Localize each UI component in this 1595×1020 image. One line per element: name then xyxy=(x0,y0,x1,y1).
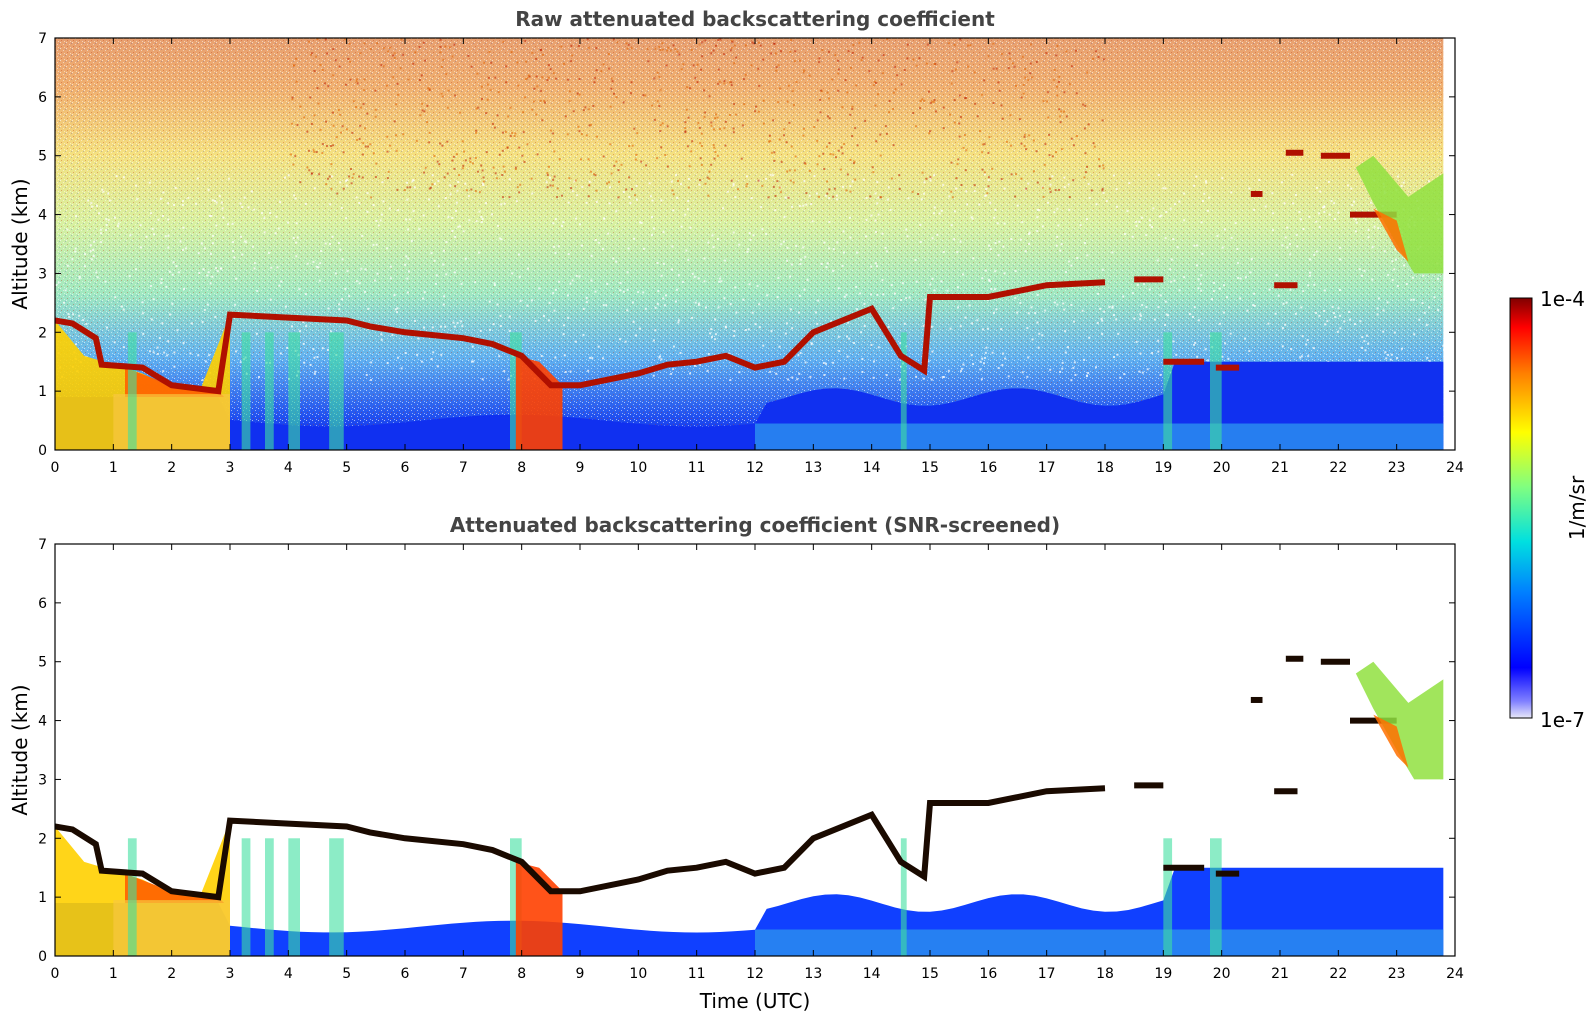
y-tick-label: 7 xyxy=(38,537,47,553)
x-tick-label: 21 xyxy=(1271,966,1289,982)
y-tick-label: 1 xyxy=(38,384,47,400)
x-tick-label: 2 xyxy=(167,460,176,476)
y-tick-label: 2 xyxy=(38,325,47,341)
y-tick-label: 4 xyxy=(38,208,47,224)
x-tick-label: 5 xyxy=(342,460,351,476)
x-tick-label: 7 xyxy=(459,966,468,982)
x-tick-label: 15 xyxy=(921,966,939,982)
panel-2: Attenuated backscattering coefficient (S… xyxy=(8,513,1464,1013)
cloud-layer xyxy=(55,785,1106,901)
x-tick-label: 16 xyxy=(979,966,997,982)
y-tick-label: 4 xyxy=(38,714,47,730)
x-tick-label: 10 xyxy=(629,460,647,476)
heatmap-image xyxy=(55,544,1455,956)
colorbar-max-label: 1e-4 xyxy=(1540,287,1585,311)
x-tick-label: 12 xyxy=(746,460,764,476)
x-tick-label: 8 xyxy=(517,966,526,982)
x-tick-label: 6 xyxy=(401,460,410,476)
x-tick-label: 0 xyxy=(51,460,60,476)
panel-title: Attenuated backscattering coefficient (S… xyxy=(450,513,1060,537)
y-tick-label: 0 xyxy=(38,949,47,965)
y-tick-label: 6 xyxy=(38,90,47,106)
y-tick-label: 3 xyxy=(38,772,47,788)
x-tick-label: 23 xyxy=(1388,966,1406,982)
colorbar-min-label: 1e-7 xyxy=(1540,708,1585,732)
x-tick-label: 1 xyxy=(109,966,118,982)
x-tick-label: 10 xyxy=(629,966,647,982)
x-tick-label: 15 xyxy=(921,460,939,476)
x-tick-label: 20 xyxy=(1213,966,1231,982)
x-tick-label: 21 xyxy=(1271,460,1289,476)
y-tick-label: 1 xyxy=(38,890,47,906)
x-tick-label: 24 xyxy=(1446,966,1464,982)
x-tick-label: 22 xyxy=(1329,966,1347,982)
x-tick-label: 9 xyxy=(576,966,585,982)
x-tick-label: 18 xyxy=(1096,460,1114,476)
x-tick-label: 2 xyxy=(167,966,176,982)
x-tick-label: 13 xyxy=(804,966,822,982)
y-axis-label: Altitude (km) xyxy=(8,684,32,815)
y-tick-label: 0 xyxy=(38,443,47,459)
x-tick-label: 6 xyxy=(401,966,410,982)
x-tick-label: 14 xyxy=(863,460,881,476)
x-tick-label: 5 xyxy=(342,966,351,982)
x-tick-label: 7 xyxy=(459,460,468,476)
x-tick-label: 23 xyxy=(1388,460,1406,476)
x-tick-label: 24 xyxy=(1446,460,1464,476)
x-tick-label: 17 xyxy=(1038,460,1056,476)
y-tick-label: 7 xyxy=(38,31,47,47)
x-tick-label: 17 xyxy=(1038,966,1056,982)
colorbar: 1e-4 1e-7 1/m/sr xyxy=(1509,287,1589,732)
x-tick-label: 0 xyxy=(51,966,60,982)
x-tick-label: 20 xyxy=(1213,460,1231,476)
x-tick-label: 4 xyxy=(284,966,293,982)
panel-title: Raw attenuated backscattering coefficien… xyxy=(515,7,995,31)
x-tick-label: 22 xyxy=(1329,460,1347,476)
colorbar-unit-label: 1/m/sr xyxy=(1565,475,1589,540)
y-tick-label: 5 xyxy=(38,655,47,671)
x-tick-label: 19 xyxy=(1154,460,1172,476)
x-tick-label: 18 xyxy=(1096,966,1114,982)
panel-1: Raw attenuated backscattering coefficien… xyxy=(8,7,1464,476)
x-tick-label: 9 xyxy=(576,460,585,476)
y-tick-label: 3 xyxy=(38,266,47,282)
x-tick-label: 3 xyxy=(226,460,235,476)
x-tick-label: 11 xyxy=(688,966,706,982)
x-tick-label: 13 xyxy=(804,460,822,476)
x-tick-label: 14 xyxy=(863,966,881,982)
x-tick-label: 1 xyxy=(109,460,118,476)
cloud-layer xyxy=(55,279,1106,395)
colorbar-ramp xyxy=(1509,297,1533,719)
x-tick-label: 19 xyxy=(1154,966,1172,982)
y-tick-label: 5 xyxy=(38,149,47,165)
heatmap-image xyxy=(55,38,1446,450)
y-tick-label: 2 xyxy=(38,831,47,847)
x-tick-label: 8 xyxy=(517,460,526,476)
x-tick-label: 3 xyxy=(226,966,235,982)
y-tick-label: 6 xyxy=(38,596,47,612)
x-tick-label: 12 xyxy=(746,966,764,982)
x-tick-label: 11 xyxy=(688,460,706,476)
x-tick-label: 16 xyxy=(979,460,997,476)
x-tick-label: 4 xyxy=(284,460,293,476)
y-axis-label: Altitude (km) xyxy=(8,178,32,309)
x-axis-label: Time (UTC) xyxy=(699,989,811,1013)
